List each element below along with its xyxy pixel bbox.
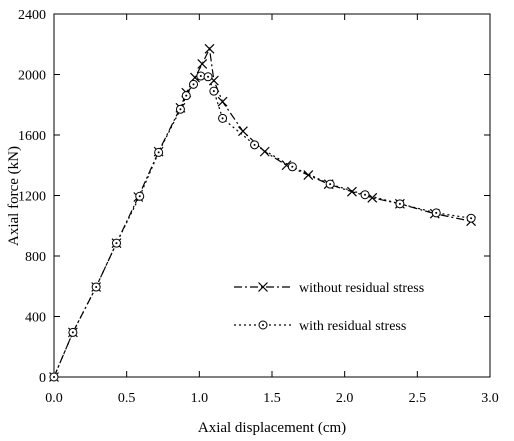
x-axis-ticks: 0.0 0.5 1.0 1.5 2.0 2.5 3.0: [45, 14, 499, 406]
x-tick-label: 0.5: [118, 391, 136, 406]
series-2-point: [154, 147, 164, 157]
series-2-point: [287, 162, 297, 172]
series-1-point: [217, 96, 228, 107]
legend: without residual stress with residual str…: [234, 281, 424, 334]
x-tick-label: 0.0: [45, 391, 63, 406]
series-2-point: [431, 208, 441, 218]
legend-marker-2: [258, 320, 268, 330]
series-1-point: [204, 43, 215, 54]
x-tick-label: 2.5: [409, 391, 427, 406]
series-2-point: [91, 282, 101, 292]
series-2-point: [209, 86, 219, 96]
series-2-point: [135, 191, 145, 201]
plot-frame: [53, 13, 491, 378]
series-2-point: [395, 199, 405, 209]
series-1-point: [197, 58, 208, 69]
y-axis-label: Axial force (kN): [6, 146, 22, 246]
x-tick-label: 1.0: [191, 391, 209, 406]
legend-label-1: without residual stress: [299, 281, 424, 296]
series-1-point: [303, 170, 314, 181]
y-tick-label: 1600: [18, 129, 46, 144]
y-tick-label: 800: [25, 250, 46, 265]
series-2-point: [203, 72, 213, 82]
series-2-point: [250, 140, 260, 150]
series-2-point: [68, 327, 78, 337]
series-1-point: [238, 126, 248, 137]
series-2-point: [189, 79, 199, 89]
series-line-2: [53, 75, 472, 378]
y-tick-label: 2000: [18, 69, 46, 84]
y-tick-label: 0: [39, 371, 46, 386]
y-tick-label: 400: [25, 311, 46, 326]
series-2-point: [49, 372, 59, 382]
x-axis-label: Axial displacement (cm): [198, 420, 346, 436]
series-2-point: [175, 104, 185, 114]
series-2-point: [111, 238, 121, 248]
series-2-point: [325, 179, 335, 189]
series-2-point: [181, 91, 191, 101]
x-tick-label: 3.0: [481, 391, 499, 406]
y-tick-label: 1200: [18, 190, 46, 205]
series-1-point: [347, 186, 357, 197]
x-tick-label: 2.0: [336, 391, 354, 406]
series-layer: [49, 43, 477, 382]
series-2-point: [196, 71, 206, 81]
y-tick-label: 2400: [18, 8, 46, 23]
legend-marker-1: [258, 282, 268, 292]
legend-label-2: with residual stress: [299, 319, 406, 334]
series-2-point: [218, 113, 228, 123]
x-tick-label: 1.5: [263, 391, 281, 406]
series-2-point: [466, 213, 476, 223]
series-2-point: [360, 190, 370, 200]
y-axis-ticks: 0 400 800 1200 1600 2000 2400: [18, 8, 490, 386]
